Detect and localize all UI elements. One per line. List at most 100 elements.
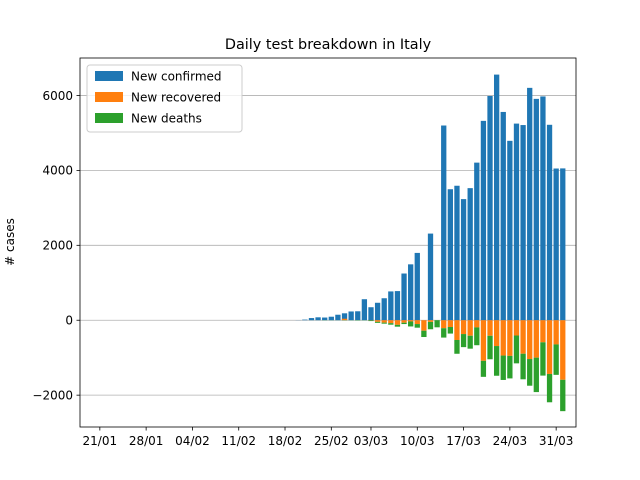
bar-new-deaths	[553, 344, 559, 375]
bar-new-confirmed	[540, 96, 546, 321]
bar-new-confirmed	[374, 302, 381, 321]
bar-new-confirmed	[560, 168, 566, 321]
bar-new-confirmed	[355, 311, 361, 321]
bar-new-deaths	[546, 373, 553, 403]
bar-new-recovered	[341, 318, 348, 321]
bar-new-confirmed	[513, 123, 520, 321]
bar-new-recovered	[520, 320, 526, 354]
bar-new-confirmed	[427, 233, 434, 321]
bar-new-confirmed	[487, 95, 493, 321]
bar-new-confirmed	[553, 168, 559, 321]
bar-new-confirmed	[328, 316, 334, 321]
bar-new-recovered	[447, 320, 453, 328]
bar-new-confirmed	[388, 291, 394, 321]
bar-new-deaths	[447, 327, 453, 334]
bar-new-deaths	[427, 321, 434, 330]
bar-new-deaths	[421, 330, 427, 338]
bar-new-deaths	[441, 328, 447, 338]
bar-new-recovered	[540, 320, 546, 343]
bar-new-recovered	[533, 320, 539, 358]
bar-new-deaths	[507, 355, 513, 379]
bar-new-recovered	[480, 320, 487, 361]
bar-new-deaths	[467, 335, 473, 349]
bar-new-confirmed	[361, 299, 368, 321]
bar-new-deaths	[460, 334, 467, 348]
x-tick-label: 04/02	[175, 434, 210, 448]
bar-new-confirmed	[341, 313, 348, 321]
x-tick-label: 21/01	[83, 434, 118, 448]
bar-new-confirmed	[408, 264, 414, 321]
axes-frame	[79, 57, 577, 428]
bar-new-confirmed	[414, 252, 420, 321]
bar-new-confirmed	[394, 291, 401, 321]
bar-new-confirmed	[467, 188, 473, 321]
bar-new-recovered	[441, 320, 447, 329]
legend-entry-label: New recovered	[131, 90, 221, 104]
bar-new-confirmed	[533, 98, 539, 321]
x-tick-label: 17/03	[446, 434, 481, 448]
x-tick-label: 24/03	[493, 434, 528, 448]
bar-new-confirmed	[527, 87, 533, 321]
bar-new-confirmed	[441, 125, 447, 321]
bar-new-confirmed	[460, 199, 467, 321]
bar-new-deaths	[388, 323, 394, 325]
bar-new-deaths	[480, 360, 487, 377]
bar-new-confirmed	[401, 273, 407, 321]
bar-new-deaths	[434, 320, 440, 328]
bar-new-recovered	[394, 320, 401, 325]
bar-new-confirmed	[368, 307, 374, 321]
x-tick-label: 18/02	[268, 434, 303, 448]
bar-new-confirmed	[474, 162, 480, 321]
bar-new-confirmed	[381, 298, 387, 321]
bar-new-confirmed	[302, 319, 308, 321]
bar-new-deaths	[368, 320, 374, 322]
bar-new-confirmed	[447, 189, 453, 321]
bar-new-deaths	[527, 359, 533, 386]
bar-new-recovered	[414, 320, 420, 325]
legend: New confirmed New recovered New deaths	[86, 64, 243, 133]
bar-new-deaths	[500, 355, 506, 380]
bar-new-deaths	[414, 324, 420, 328]
chart-title: Daily test breakdown in Italy	[225, 37, 432, 53]
bar-new-recovered	[467, 320, 473, 336]
bar-new-confirmed	[546, 124, 553, 321]
bar-new-confirmed	[315, 317, 321, 321]
bar-new-confirmed	[322, 317, 328, 321]
bar-new-recovered	[513, 320, 520, 336]
bar-new-deaths	[474, 327, 480, 346]
legend-swatch	[95, 92, 123, 102]
legend-entry-label: New confirmed	[131, 69, 222, 83]
x-tick-label: 25/02	[314, 434, 349, 448]
y-tick-label: 6000	[42, 89, 73, 103]
bar-new-recovered	[560, 320, 566, 380]
bar-new-confirmed	[507, 140, 513, 321]
bar-new-confirmed	[335, 314, 341, 321]
bar-new-deaths	[533, 357, 539, 393]
bar-new-deaths	[374, 321, 381, 323]
bar-new-confirmed	[454, 185, 460, 321]
bar-new-confirmed	[493, 74, 500, 321]
bar-new-deaths	[381, 322, 387, 324]
bar-new-recovered	[553, 320, 559, 345]
legend-swatch	[95, 71, 123, 81]
bar-new-recovered	[493, 320, 500, 347]
bar-new-deaths	[540, 342, 546, 376]
bar-new-deaths	[487, 335, 493, 360]
bar-new-confirmed	[500, 111, 506, 321]
bar-new-recovered	[401, 320, 407, 323]
bar-new-recovered	[388, 320, 394, 324]
x-tick-label: 28/01	[129, 434, 164, 448]
legend-entry-label: New deaths	[131, 111, 202, 125]
bar-new-confirmed	[308, 318, 315, 321]
legend-swatch	[95, 113, 123, 123]
bar-new-recovered	[507, 320, 513, 356]
bar-new-recovered	[427, 320, 434, 322]
y-tick-label: 4000	[42, 164, 73, 178]
bar-new-confirmed	[480, 120, 487, 321]
bar-new-deaths	[560, 379, 566, 412]
legend-box	[86, 64, 243, 133]
bar-new-recovered	[381, 320, 387, 323]
bar-new-recovered	[546, 320, 553, 374]
bar-new-recovered	[460, 320, 467, 335]
